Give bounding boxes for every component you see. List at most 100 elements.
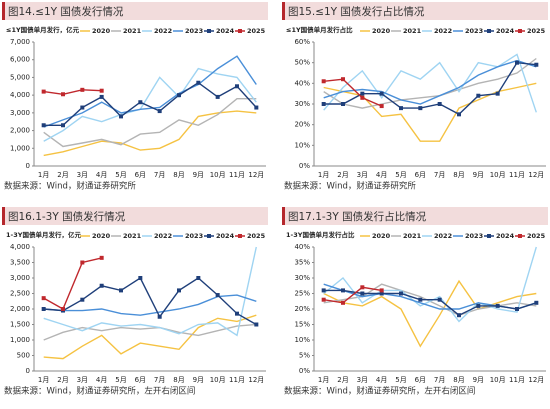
title-bar xyxy=(2,2,268,20)
y-tick-label: 0 xyxy=(26,162,30,170)
legend-label: 2020 xyxy=(372,232,391,240)
y-tick-label: 35% xyxy=(294,259,310,267)
series-line xyxy=(43,246,257,337)
x-tick-label: 1月 xyxy=(38,376,49,384)
x-tick-label: 11月 xyxy=(229,376,245,384)
y-tick-label: 30% xyxy=(294,100,310,108)
point-marker xyxy=(61,307,65,311)
point-marker xyxy=(157,314,162,319)
point-marker xyxy=(177,288,181,293)
x-tick-label: 7月 xyxy=(434,171,445,179)
point-marker xyxy=(321,79,326,84)
legend-marker xyxy=(238,234,242,238)
x-tick-label: 9月 xyxy=(473,376,484,384)
y-tick-label: 1,500 xyxy=(10,321,30,329)
x-tick-label: 6月 xyxy=(135,376,146,384)
series-line xyxy=(323,78,382,107)
source-note: 数据来源：Wind，财通证券研究所，左开右闭区间 xyxy=(284,386,475,397)
point-marker xyxy=(80,260,85,265)
x-tick-label: 2月 xyxy=(337,171,348,179)
point-marker xyxy=(457,313,461,318)
x-tick-label: 12月 xyxy=(528,376,544,384)
y-tick-label: 4,000 xyxy=(10,243,30,251)
x-tick-label: 6月 xyxy=(135,171,146,179)
point-marker xyxy=(99,94,104,99)
point-marker xyxy=(99,283,104,288)
point-marker xyxy=(321,288,326,293)
series-line xyxy=(323,286,382,304)
source-note: 数据来源：Wind，财通证券研究所 xyxy=(4,181,136,192)
x-tick-label: 1月 xyxy=(318,171,329,179)
series-line xyxy=(43,294,257,316)
x-tick-label: 11月 xyxy=(229,171,245,179)
x-tick-label: 11月 xyxy=(509,376,525,384)
series-line xyxy=(43,89,102,96)
point-marker xyxy=(476,303,481,308)
point-marker xyxy=(534,300,539,305)
series-line xyxy=(323,57,537,109)
y-tick-label: 60% xyxy=(294,38,310,46)
y-tick-label: 0 xyxy=(26,367,30,375)
y-tick-label: 40% xyxy=(294,243,310,251)
x-tick-label: 3月 xyxy=(357,376,368,384)
y-tick-label: 15% xyxy=(294,321,310,329)
y-tick-label: 7,000 xyxy=(10,38,30,46)
y-tick-label: 50% xyxy=(294,59,310,67)
y-tick-label: 10% xyxy=(294,141,310,149)
series-line xyxy=(43,55,257,128)
point-marker xyxy=(399,291,403,296)
x-tick-label: 10月 xyxy=(210,171,226,179)
point-marker xyxy=(476,93,481,98)
x-tick-label: 9月 xyxy=(473,171,484,179)
point-marker xyxy=(515,60,519,65)
y-tick-label: 5,000 xyxy=(10,73,30,81)
y-tick-label: 20% xyxy=(294,121,310,129)
legend-label: 2025 xyxy=(527,27,546,35)
point-marker xyxy=(360,95,365,100)
point-marker xyxy=(360,291,365,296)
title-bar xyxy=(282,207,548,225)
series-line xyxy=(323,289,537,317)
title-bar xyxy=(2,207,268,225)
x-tick-label: 12月 xyxy=(248,376,264,384)
legend-label: 2022 xyxy=(154,27,172,35)
point-marker xyxy=(418,297,423,302)
x-tick-label: 3月 xyxy=(77,171,88,179)
series-line xyxy=(43,67,257,142)
legend-label: 2021 xyxy=(403,27,422,35)
y-tick-label: 1,000 xyxy=(10,144,30,152)
point-marker xyxy=(215,94,220,99)
legend-label: 2020 xyxy=(92,27,111,35)
x-tick-label: 12月 xyxy=(528,171,544,179)
x-tick-label: 4月 xyxy=(96,171,107,179)
point-marker xyxy=(119,114,123,119)
x-tick-label: 1月 xyxy=(38,171,49,179)
legend-label: 2025 xyxy=(247,232,266,240)
point-marker xyxy=(99,88,104,93)
x-tick-label: 2月 xyxy=(57,376,68,384)
point-marker xyxy=(80,87,85,92)
point-marker xyxy=(379,288,384,293)
legend-label: 2022 xyxy=(434,27,452,35)
point-marker xyxy=(196,80,201,85)
legend-label: 2024 xyxy=(496,27,515,35)
point-marker xyxy=(321,297,326,302)
source-note: 数据来源：Wind，财通证券研究所 xyxy=(284,181,416,192)
series-line xyxy=(43,323,257,341)
point-marker xyxy=(119,288,123,293)
source-note: 数据来源：Wind，财通证券研究所，左开右闭区间 xyxy=(4,386,195,397)
x-tick-label: 8月 xyxy=(453,171,464,179)
legend-label: 2020 xyxy=(372,27,391,35)
point-marker xyxy=(61,123,65,128)
x-tick-label: 6月 xyxy=(415,171,426,179)
y-axis-label: 1-3Y国债单月发行，亿元 xyxy=(6,230,81,239)
point-marker xyxy=(99,255,104,260)
point-marker xyxy=(360,285,365,290)
point-marker xyxy=(321,102,326,106)
series-line xyxy=(323,246,537,323)
legend-marker xyxy=(487,234,491,238)
x-tick-label: 4月 xyxy=(376,376,387,384)
y-tick-label: 0% xyxy=(299,367,310,375)
